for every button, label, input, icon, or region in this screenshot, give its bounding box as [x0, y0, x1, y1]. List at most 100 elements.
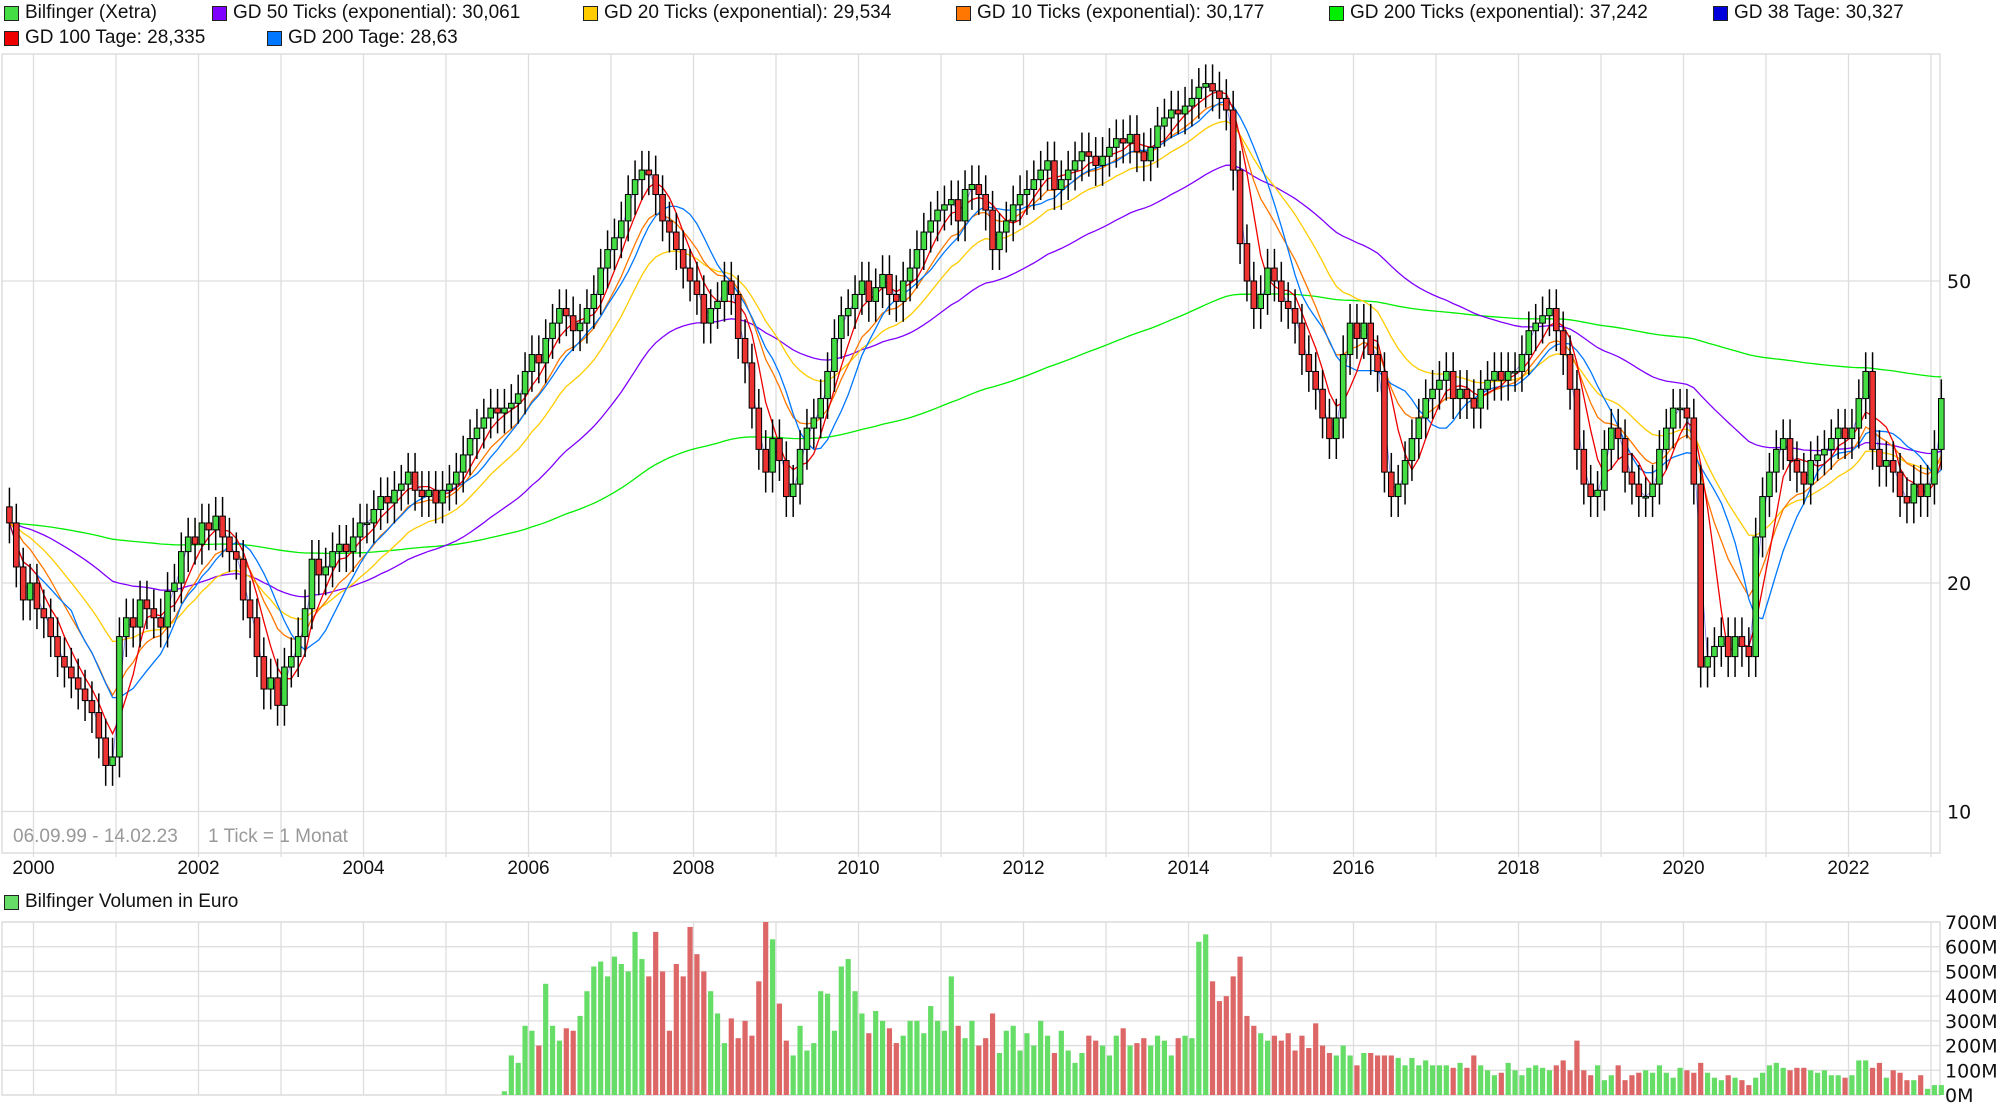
candle — [288, 637, 295, 688]
volume-bar — [934, 1020, 941, 1095]
volume-bar — [1849, 1075, 1855, 1095]
candle-body — [1429, 388, 1436, 400]
ma-gd50-ticks — [9, 164, 1942, 598]
volume-bar — [1450, 1067, 1456, 1095]
candle — [19, 547, 27, 621]
volume-bar — [1388, 1055, 1394, 1095]
volume-bar — [1134, 1043, 1140, 1095]
candle-body — [1718, 636, 1725, 647]
volume-bar — [907, 1020, 913, 1095]
candle — [899, 261, 907, 322]
candle — [693, 261, 701, 315]
candle — [123, 598, 130, 658]
volume-bar — [1230, 976, 1236, 1095]
candle-body — [1676, 407, 1684, 411]
candle-body — [1663, 427, 1670, 450]
candle — [1580, 430, 1588, 505]
volume-bar — [1209, 981, 1216, 1095]
candle — [1037, 150, 1044, 201]
moving-averages — [8, 84, 1942, 763]
candle-body — [1559, 330, 1567, 356]
candle-body — [1113, 138, 1120, 148]
candle — [1429, 370, 1436, 419]
candle — [755, 388, 763, 470]
candle — [363, 503, 371, 544]
candle — [1319, 370, 1326, 439]
volume-bar — [728, 1018, 734, 1095]
volume-bar — [1794, 1067, 1800, 1095]
candle — [453, 452, 460, 505]
candle-body — [886, 273, 893, 295]
candle — [714, 282, 721, 329]
candle-body — [1518, 354, 1526, 372]
candle-body — [1834, 427, 1842, 440]
candle — [226, 517, 233, 573]
candle — [597, 248, 604, 315]
candle — [1106, 128, 1113, 177]
candle-body — [274, 677, 281, 706]
candle-body — [576, 322, 584, 332]
candle-body — [1051, 160, 1058, 190]
candle-body — [33, 582, 41, 610]
candle-body — [968, 184, 976, 190]
legend-swatch — [956, 5, 971, 21]
candle — [673, 212, 680, 270]
volume-bar — [1801, 1067, 1807, 1095]
candle-body — [308, 558, 316, 610]
volume-bar — [783, 1040, 789, 1095]
candle-body — [191, 536, 199, 545]
candle — [1635, 464, 1643, 517]
candle-body — [1161, 117, 1168, 127]
candle — [1078, 132, 1086, 182]
candle — [748, 343, 756, 429]
volume-bar — [1333, 1055, 1339, 1095]
volume-bar — [1175, 1038, 1181, 1095]
volume-tick-label: 300M — [1945, 1011, 1997, 1033]
volume-bar — [1093, 1040, 1099, 1095]
candle — [1614, 408, 1622, 459]
candle-body — [1807, 460, 1814, 485]
candle — [1862, 352, 1869, 419]
candle — [1656, 430, 1663, 505]
volume-bar — [591, 966, 597, 1095]
candle — [817, 379, 824, 439]
candle-body — [109, 756, 116, 766]
candle-body — [1608, 427, 1615, 450]
candle-body — [1312, 370, 1319, 390]
volume-bar — [1271, 1035, 1278, 1095]
volume-bar — [804, 1050, 810, 1095]
candle — [1821, 430, 1828, 476]
candle — [975, 165, 983, 215]
candle — [1229, 90, 1237, 191]
candle-body — [1415, 417, 1423, 440]
candle — [322, 547, 329, 596]
volume-bar — [1691, 1072, 1697, 1095]
candle — [872, 268, 879, 322]
candle-body — [432, 489, 439, 504]
candle — [741, 319, 749, 384]
candle-body — [1484, 379, 1491, 390]
volume-bar — [1065, 1050, 1071, 1095]
candle — [1243, 224, 1251, 302]
candle-body — [1009, 204, 1017, 222]
volume-bar — [1718, 1080, 1724, 1095]
candle-body — [879, 273, 886, 289]
candle — [1339, 335, 1347, 439]
candle — [604, 230, 611, 289]
candle — [1422, 379, 1429, 439]
volume-bar — [886, 1028, 893, 1095]
candle — [219, 496, 226, 558]
candle-body — [1271, 267, 1278, 282]
candle-body — [1924, 483, 1931, 498]
candle-body — [1711, 645, 1718, 658]
candle — [1071, 141, 1079, 191]
candle — [1690, 398, 1698, 505]
x-tick-label: 2008 — [672, 858, 714, 879]
candle-body — [1773, 448, 1780, 473]
candle-body — [1821, 448, 1828, 456]
volume-bar — [1546, 1070, 1553, 1095]
candle-body — [1477, 388, 1484, 409]
candle-body — [329, 551, 336, 568]
candle-body — [1731, 636, 1739, 658]
candle — [1223, 79, 1230, 131]
